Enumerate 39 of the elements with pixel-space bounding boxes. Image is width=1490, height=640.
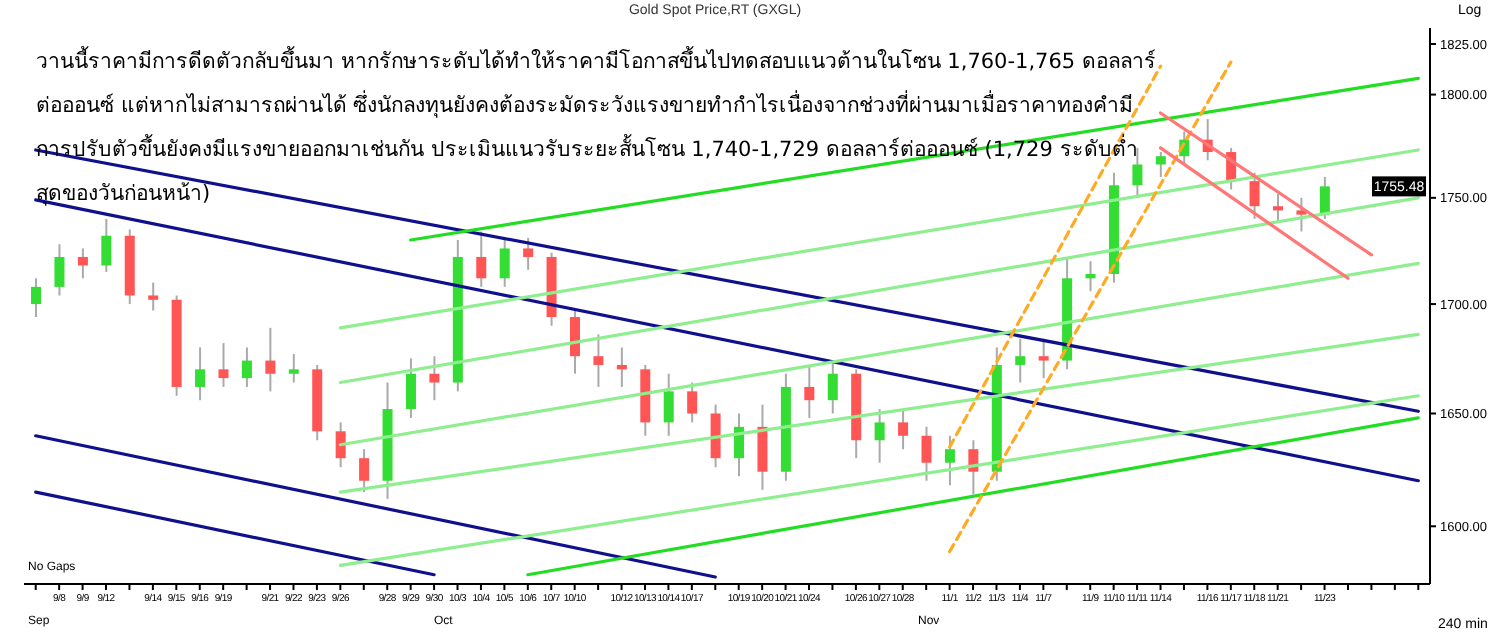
candlestick xyxy=(288,353,299,384)
candlestick xyxy=(687,381,698,424)
candlestick xyxy=(265,326,276,393)
candlestick xyxy=(1132,146,1143,199)
candlestick xyxy=(405,357,416,419)
candlestick xyxy=(523,236,534,271)
candlestick xyxy=(663,372,674,437)
candlestick xyxy=(757,403,768,491)
candlestick xyxy=(827,359,838,415)
candlestick xyxy=(1273,192,1283,225)
candlestick xyxy=(1015,337,1026,384)
candlestick xyxy=(593,333,604,388)
candlestick xyxy=(195,346,206,402)
candlestick xyxy=(77,247,88,280)
candlestick xyxy=(218,342,229,388)
candlestick xyxy=(148,281,159,312)
candlestick xyxy=(1155,151,1166,178)
candlestick xyxy=(1296,196,1307,233)
candlestick xyxy=(1085,260,1096,293)
candlestick xyxy=(570,307,580,375)
candlestick xyxy=(54,243,65,297)
candlestick xyxy=(429,355,440,402)
candlestick xyxy=(335,421,346,469)
candlestick xyxy=(101,217,112,273)
candlestick xyxy=(804,363,815,419)
candlestick xyxy=(499,238,510,288)
candlestick xyxy=(921,425,932,482)
candlestick xyxy=(710,403,721,469)
candlestick xyxy=(359,448,370,494)
candlestick xyxy=(476,230,487,288)
candlestick xyxy=(616,346,627,388)
candlestick xyxy=(241,346,252,388)
candlestick xyxy=(31,277,42,319)
candlestick xyxy=(1249,171,1260,220)
candlestick xyxy=(944,434,955,487)
candlestick xyxy=(874,408,885,464)
candlestick xyxy=(1038,337,1049,380)
candlestick xyxy=(1319,175,1330,220)
candlestick xyxy=(898,408,909,451)
